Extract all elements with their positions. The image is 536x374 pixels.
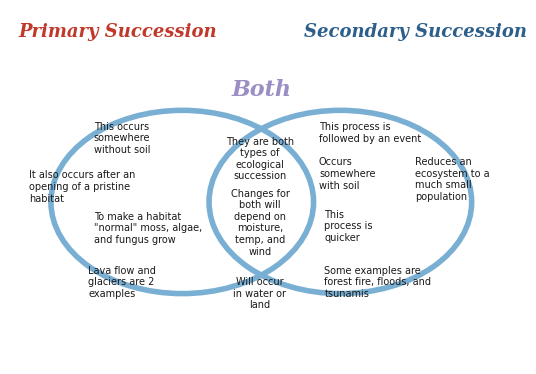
Text: This process is
followed by an event: This process is followed by an event (319, 122, 421, 144)
Text: This
process is
quicker: This process is quicker (324, 210, 373, 243)
Text: Some examples are
forest fire, floods, and
tsunamis: Some examples are forest fire, floods, a… (324, 266, 431, 299)
Text: This occurs
somewhere
without soil: This occurs somewhere without soil (94, 122, 150, 155)
Text: Changes for
both will
depend on
moisture,
temp, and
wind: Changes for both will depend on moisture… (230, 188, 289, 257)
Text: Will occur
in water or
land: Will occur in water or land (234, 277, 286, 310)
Text: It also occurs after an
opening of a pristine
habitat: It also occurs after an opening of a pri… (29, 171, 136, 203)
Text: They are both
types of
ecological
succession: They are both types of ecological succes… (226, 137, 294, 181)
Text: Secondary Succession: Secondary Succession (304, 23, 527, 41)
Text: Reduces an
ecosystem to a
much small
population: Reduces an ecosystem to a much small pop… (415, 157, 490, 202)
Text: Occurs
somewhere
with soil: Occurs somewhere with soil (319, 157, 375, 190)
Text: To make a habitat
"normal" moss, algae,
and fungus grow: To make a habitat "normal" moss, algae, … (94, 212, 202, 245)
Text: Primary Succession: Primary Succession (19, 23, 217, 41)
Text: Lava flow and
glaciers are 2
examples: Lava flow and glaciers are 2 examples (88, 266, 157, 299)
Text: Both: Both (231, 79, 291, 101)
